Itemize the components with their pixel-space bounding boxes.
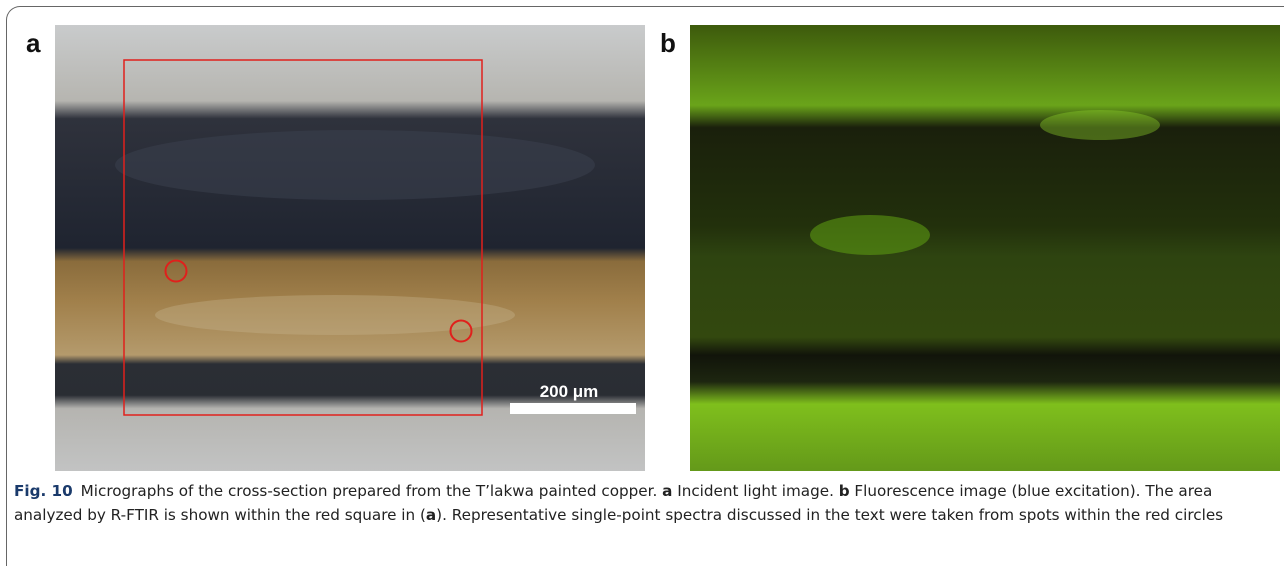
page: a b 200 μm Fig. 10 Micrographs of the cro… xyxy=(0,0,1284,561)
caption-text: b xyxy=(839,482,850,500)
caption-text: Micrographs of the cross-section prepare… xyxy=(81,482,662,500)
figure-label: Fig. 10 xyxy=(14,482,73,500)
micrograph-fluorescence xyxy=(690,25,1280,471)
panel-label: a xyxy=(26,28,40,59)
caption-text: Incident light image. xyxy=(672,482,838,500)
caption-text: a xyxy=(662,482,672,500)
caption-text: ). Representative single-point spectra d… xyxy=(436,506,1223,524)
scale-bar-label: 200 μm xyxy=(540,382,599,401)
micrograph-incident: 200 μm xyxy=(55,25,645,471)
panel-label: b xyxy=(660,28,676,59)
figure-caption: Fig. 10 Micrographs of the cross-section … xyxy=(14,479,1276,527)
caption-text: a xyxy=(426,506,436,524)
